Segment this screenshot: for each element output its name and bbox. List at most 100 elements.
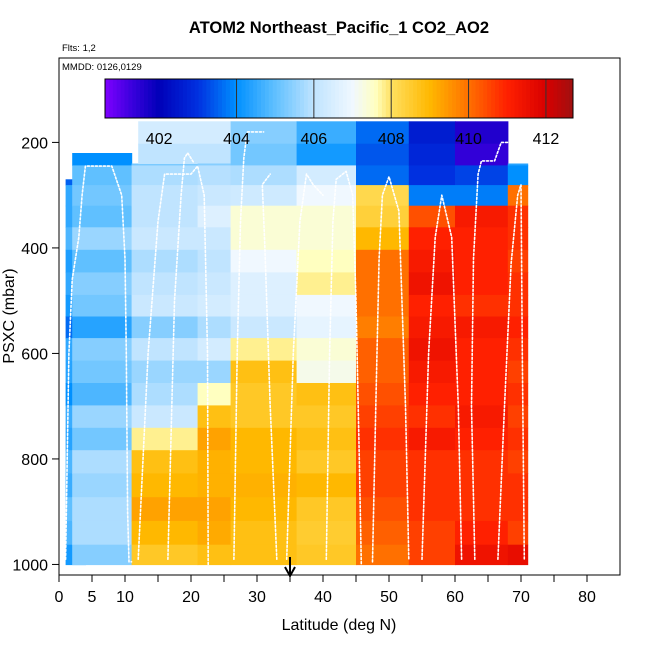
- heatmap-cell: [356, 360, 410, 384]
- heatmap-cell: [356, 165, 410, 186]
- colorbar-swatch: [144, 79, 149, 118]
- heatmap-cell: [131, 405, 199, 429]
- heatmap-cell: [72, 205, 133, 228]
- heatmap-cell: [507, 497, 529, 522]
- heatmap-cell: [356, 316, 410, 339]
- heatmap-cell: [408, 121, 456, 145]
- heatmap-cell: [230, 520, 298, 546]
- heatmap-cell: [230, 544, 298, 566]
- colorbar-swatch: [105, 79, 110, 118]
- colorbar-swatch: [319, 79, 324, 118]
- heatmap-cell: [197, 497, 232, 522]
- heatmap-cell: [408, 294, 456, 318]
- colorbar-swatch: [452, 79, 457, 118]
- heatmap-cell: [455, 405, 509, 429]
- colorbar-swatch: [140, 79, 145, 118]
- heatmap-cell: [230, 143, 298, 166]
- heatmap-cell: [455, 272, 509, 296]
- colorbar-swatch: [420, 79, 426, 118]
- colorbar-swatch: [222, 79, 227, 118]
- heatmap-cell: [507, 272, 529, 296]
- heatmap-cell: [455, 360, 509, 384]
- heatmap-cell: [72, 153, 133, 166]
- colorbar-tick-label: 408: [378, 131, 405, 148]
- heatmap-cell: [455, 185, 509, 207]
- heatmap-cell: [230, 360, 298, 384]
- colorbar-swatch: [385, 79, 391, 118]
- heatmap-cell: [72, 316, 133, 339]
- colorbar-swatch: [358, 79, 363, 118]
- heatmap-cell: [131, 316, 199, 339]
- heatmap-cell: [197, 316, 232, 339]
- y-tick-label: 200: [21, 135, 48, 152]
- heatmap-cell: [408, 227, 456, 251]
- x-tick-label: 30: [248, 589, 266, 606]
- heatmap-cell: [197, 383, 232, 406]
- colorbar-swatch: [116, 79, 122, 118]
- x-tick-label: 20: [182, 589, 200, 606]
- heatmap-cell: [230, 427, 298, 451]
- colorbar-swatch: [163, 79, 168, 118]
- x-tick-label: 80: [578, 589, 596, 606]
- colorbar-swatch: [186, 79, 192, 118]
- heatmap-cell: [455, 205, 509, 228]
- heatmap-cell: [72, 520, 133, 546]
- flight-track: [325, 170, 363, 566]
- heatmap-cell: [296, 360, 357, 384]
- heatmap-cell: [296, 205, 357, 228]
- heatmap-cell: [197, 427, 232, 451]
- heatmap-cell: [455, 121, 509, 145]
- heatmap-cell: [408, 473, 456, 498]
- heatmap-cell: [197, 338, 232, 362]
- x-tick-label: 60: [446, 589, 464, 606]
- heatmap-cell: [507, 294, 529, 318]
- heatmap-cell: [72, 338, 133, 362]
- heatmap-cell: [197, 227, 232, 251]
- colorbar-swatch: [401, 79, 406, 118]
- heatmap-cell: [356, 473, 410, 498]
- colorbar-swatch: [354, 79, 359, 118]
- colorbar-swatch: [335, 79, 340, 118]
- colorbar-swatch: [198, 79, 203, 118]
- heatmap-cell: [356, 272, 410, 296]
- heatmap-cell: [356, 405, 410, 429]
- heatmap-cell: [455, 294, 509, 318]
- heatmap-cell: [408, 165, 456, 186]
- heatmap-cell: [296, 338, 357, 362]
- heatmap-cell: [230, 165, 298, 186]
- colorbar-swatch: [498, 79, 504, 118]
- colorbar-swatch: [112, 79, 118, 118]
- heatmap-cell: [131, 544, 199, 566]
- heatmap-cell: [131, 294, 199, 318]
- colorbar-swatch: [370, 79, 375, 118]
- colorbar-swatch: [292, 79, 297, 118]
- heatmap-cell: [356, 205, 410, 228]
- heatmap-cell: [230, 497, 298, 522]
- heatmap-cell: [296, 316, 357, 339]
- heatmap-cell: [507, 405, 529, 429]
- flight-track: [64, 165, 133, 563]
- colorbar-swatch: [483, 79, 488, 118]
- colorbar-swatch: [339, 79, 344, 118]
- heatmap-cell: [131, 163, 199, 166]
- heatmap-cell: [131, 272, 199, 296]
- colorbar-swatch: [264, 79, 270, 118]
- colorbar-swatch: [159, 79, 164, 118]
- heatmap-cell: [356, 143, 410, 166]
- colorbar-swatch: [405, 79, 410, 118]
- heatmap-cell: [408, 205, 456, 228]
- colorbar-swatch: [545, 79, 551, 118]
- colorbar-swatch: [495, 79, 500, 118]
- colorbar-swatch: [413, 79, 418, 118]
- colorbar-swatch: [120, 79, 125, 118]
- heatmap-cell: [72, 185, 133, 207]
- heatmap-cell: [356, 520, 410, 546]
- colorbar-swatch: [249, 79, 254, 118]
- heatmap-cell: [507, 338, 529, 362]
- colorbar-swatch: [241, 79, 246, 118]
- colorbar-swatch: [428, 79, 434, 118]
- heatmap-cell: [455, 427, 509, 451]
- chart-title: ATOM2 Northeast_Pacific_1 CO2_AO2: [189, 19, 489, 37]
- colorbar-swatch: [218, 79, 223, 118]
- colorbar-swatch: [557, 79, 562, 118]
